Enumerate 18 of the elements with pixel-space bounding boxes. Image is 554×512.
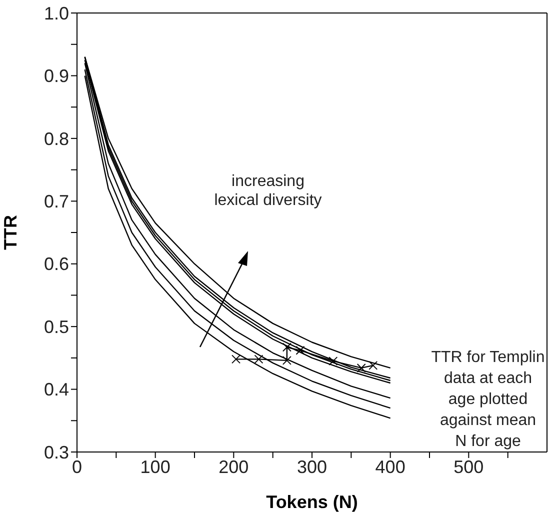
x-tick-label: 500 bbox=[454, 456, 484, 477]
y-axis-title: TTR bbox=[0, 215, 20, 250]
x-tick-label: 200 bbox=[218, 456, 249, 477]
x-tick-label: 0 bbox=[72, 456, 82, 477]
annotation: TTR for Templin data at each age plotted against mean N for age bbox=[431, 349, 545, 450]
y-tick-label: 0.3 bbox=[44, 442, 69, 462]
y-tick-label: 0.6 bbox=[44, 254, 69, 274]
y-tick-label: 0.5 bbox=[44, 316, 69, 337]
y-tick-label: 0.9 bbox=[44, 66, 69, 86]
y-tick-label: 0.4 bbox=[44, 380, 69, 400]
y-tick-label: 0.7 bbox=[44, 192, 69, 212]
annotation: increasing lexical diversity bbox=[214, 173, 322, 209]
x-tick-label: 400 bbox=[375, 456, 406, 477]
y-tick-label: 1.0 bbox=[44, 3, 69, 24]
y-tick-label: 0.8 bbox=[44, 128, 69, 149]
x-tick-label: 100 bbox=[140, 456, 170, 477]
x-axis-title: Tokens (N) bbox=[266, 492, 358, 512]
x-tick-label: 300 bbox=[296, 456, 328, 477]
